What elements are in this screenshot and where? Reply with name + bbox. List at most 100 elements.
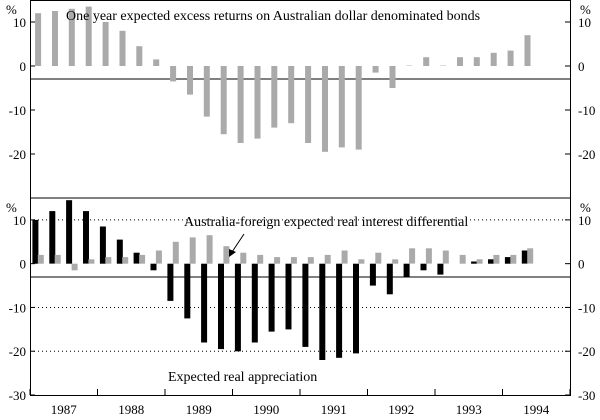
appreciation-bar: [234, 263, 241, 352]
top-y-tick-label-right: 10: [578, 15, 591, 30]
interest-bar: [206, 235, 213, 264]
top-bar: [254, 66, 261, 139]
interest-bar: [527, 248, 534, 264]
top-y-tick-label-left: 0: [20, 59, 27, 74]
bottom-y-tick-label-right: 0: [578, 257, 585, 272]
appreciation-bar: [66, 200, 73, 264]
top-bar: [119, 30, 126, 66]
interest-bar: [189, 237, 196, 264]
interest-arrow-head: [229, 249, 236, 257]
interest-bar: [155, 250, 162, 264]
bottom-ylabel-right: %: [580, 200, 591, 215]
appreciation-bar: [83, 211, 89, 264]
interest-bar: [172, 241, 179, 264]
interest-bar: [290, 257, 297, 264]
top-panel: 10 10 0 0 -10 -10 -20 -20 % % One year expected…: [6, 2, 595, 162]
appreciation-bar: [201, 263, 208, 343]
appreciation-bar: [521, 250, 528, 264]
appreciation-bar: [133, 252, 140, 264]
x-tick-label: 1988: [118, 402, 144, 417]
bottom-ylabel-left: %: [6, 200, 17, 215]
bottom-y-tick-label-right: 10: [578, 213, 591, 228]
top-bar: [187, 66, 193, 95]
interest-bar: [493, 254, 500, 264]
interest-bar: [476, 259, 483, 264]
appreciation-bar: [504, 257, 511, 264]
top-y-ticks: 10 10 0 0 -10 -10 -20 -20: [9, 15, 596, 162]
interest-bar: [459, 254, 466, 264]
interest-bar: [425, 248, 432, 264]
x-tick-label: 1987: [51, 402, 78, 417]
appreciation-bar: [488, 259, 494, 264]
bottom-panel: 10 10 0 0 -10 -10 -20 -20 -30 -30 % % Australia-f…: [6, 200, 595, 403]
top-y-tick-label-right: -10: [578, 103, 595, 118]
bottom-y-tick-label-right: -20: [578, 344, 595, 359]
appreciation-bar: [302, 263, 309, 347]
appreciation-bar: [285, 263, 292, 330]
top-bar: [68, 8, 75, 67]
interest-bar: [71, 263, 78, 271]
top-bar: [490, 52, 497, 66]
appreciation-bar: [369, 263, 376, 286]
top-bar: [170, 66, 177, 82]
x-tick-label: 1994: [523, 402, 550, 417]
appreciation-bar: [268, 263, 275, 332]
appreciation-bar: [336, 263, 343, 358]
appreciation-label: Expected real appreciation: [168, 370, 317, 385]
interest-bar: [324, 254, 331, 264]
appreciation-bar: [471, 261, 478, 264]
x-tick-label: 1990: [253, 402, 279, 417]
top-bar: [153, 59, 160, 66]
top-bar: [372, 66, 379, 73]
appreciation-bar: [32, 219, 39, 264]
top-ylabel-left: %: [6, 2, 17, 17]
interest-differential-label: Australia-foreign expected real interest…: [184, 215, 468, 230]
bottom-gridlines: [30, 219, 570, 352]
bottom-y-tick-label-right: -30: [578, 388, 595, 403]
top-bar: [102, 22, 109, 66]
appreciation-bar: [167, 263, 174, 301]
interest-bar: [274, 257, 281, 264]
appreciation-bar: [319, 263, 326, 360]
top-bar: [237, 66, 244, 143]
top-title: One year expected excess returns on Aust…: [66, 9, 480, 24]
interest-bar: [341, 250, 348, 264]
top-y-tick-label-right: -20: [578, 147, 595, 162]
top-bar: [271, 66, 278, 128]
interest-bar: [88, 259, 95, 264]
interest-bar: [257, 254, 264, 264]
x-tick-label: 1993: [456, 402, 482, 417]
interest-bar: [307, 257, 314, 264]
top-bar: [524, 35, 531, 66]
top-bar: [423, 57, 430, 66]
top-bar: [338, 66, 345, 148]
top-bar: [288, 66, 295, 124]
appreciation-bar: [99, 226, 106, 264]
appreciation-bar: [218, 263, 224, 350]
interest-bar: [139, 254, 146, 264]
bottom-bars: [32, 200, 534, 360]
top-y-tick-label-left: 10: [13, 15, 26, 30]
interest-bar: [54, 254, 61, 264]
top-bar: [203, 66, 210, 117]
top-bar: [85, 6, 92, 67]
top-ylabel-right: %: [580, 2, 591, 17]
appreciation-bar: [437, 263, 444, 275]
appreciation-bar: [386, 263, 393, 295]
top-bar: [457, 57, 463, 66]
top-y-tick-label-left: -20: [9, 147, 26, 162]
x-tick-label: 1991: [321, 402, 347, 417]
interest-bar: [375, 252, 382, 264]
top-bar: [35, 13, 42, 66]
top-y-tick-label-right: 0: [578, 59, 585, 74]
interest-bar: [409, 248, 416, 264]
interest-bar: [105, 257, 112, 264]
bottom-y-tick-label-left: -20: [9, 344, 26, 359]
interest-bar: [510, 254, 517, 264]
top-bar: [507, 50, 514, 66]
top-bar: [220, 66, 227, 135]
bottom-y-tick-label-left: -30: [9, 388, 26, 403]
appreciation-bar: [184, 263, 191, 319]
interest-arrow-line: [231, 233, 245, 253]
